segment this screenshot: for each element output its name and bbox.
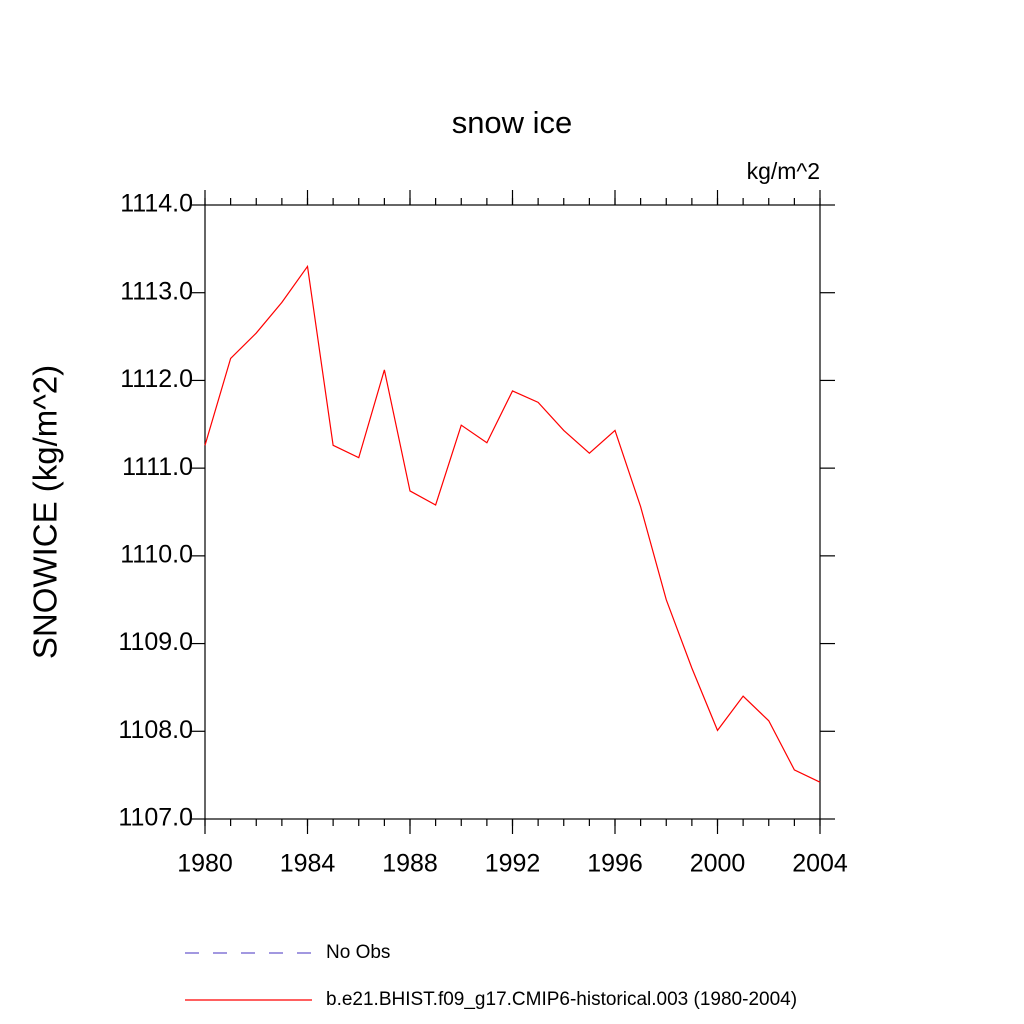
y-tick-label: 1111.0 (122, 453, 193, 481)
chart-title: snow ice (452, 105, 573, 140)
x-tick-label: 1996 (587, 850, 643, 878)
x-tick-label: 1984 (280, 850, 336, 878)
x-tick-label: 2004 (792, 850, 848, 878)
y-axis-label: SNOWICE (kg/m^2) (27, 365, 64, 659)
units-label: kg/m^2 (747, 158, 820, 184)
legend-label: No Obs (326, 942, 390, 963)
x-tick-label: 1988 (382, 850, 438, 878)
data-line (204, 264, 821, 783)
x-tick-label: 1980 (177, 850, 233, 878)
y-tick-label: 1114.0 (120, 190, 193, 218)
y-tick-label: 1107.0 (118, 804, 193, 832)
y-tick-label: 1112.0 (120, 365, 193, 393)
x-tick-label: 2000 (690, 850, 746, 878)
legend-label: b.e21.BHIST.f09_g17.CMIP6-historical.003… (326, 989, 797, 1010)
y-tick-label: 1110.0 (120, 540, 193, 568)
x-tick-label: 1992 (485, 850, 541, 878)
y-tick-label: 1109.0 (118, 628, 193, 656)
y-tick-label: 1108.0 (118, 716, 193, 744)
plot-frame (204, 204, 821, 820)
y-tick-label: 1113.0 (120, 277, 193, 305)
